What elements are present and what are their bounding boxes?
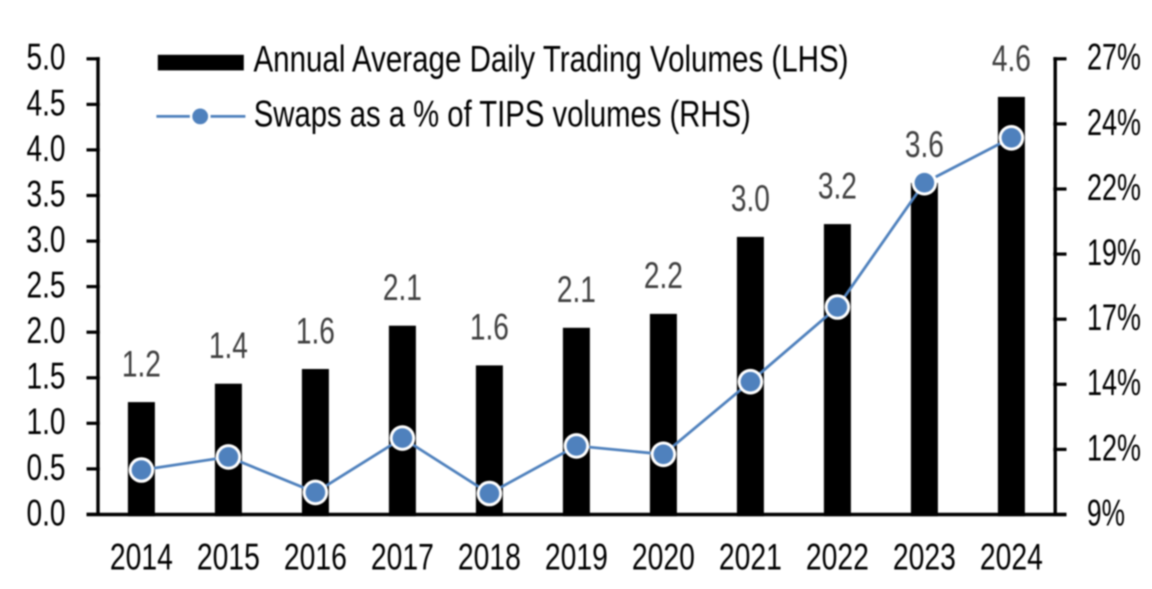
svg-text:2.2: 2.2 bbox=[644, 255, 683, 296]
svg-text:2.5: 2.5 bbox=[27, 265, 66, 306]
svg-text:3.0: 3.0 bbox=[731, 178, 770, 219]
svg-text:1.6: 1.6 bbox=[470, 307, 509, 348]
svg-text:0.0: 0.0 bbox=[27, 492, 66, 533]
svg-text:4.5: 4.5 bbox=[27, 82, 66, 123]
svg-text:2017: 2017 bbox=[371, 536, 434, 577]
svg-text:3.2: 3.2 bbox=[818, 165, 857, 206]
svg-text:2015: 2015 bbox=[197, 536, 260, 577]
svg-text:2023: 2023 bbox=[893, 536, 956, 577]
svg-text:2016: 2016 bbox=[284, 536, 347, 577]
svg-text:2.1: 2.1 bbox=[557, 269, 596, 310]
svg-text:22%: 22% bbox=[1087, 167, 1141, 208]
svg-text:1.5: 1.5 bbox=[27, 356, 66, 397]
svg-text:2024: 2024 bbox=[980, 536, 1043, 577]
svg-text:2020: 2020 bbox=[632, 536, 695, 577]
svg-text:1.0: 1.0 bbox=[27, 401, 66, 442]
svg-text:24%: 24% bbox=[1087, 102, 1141, 143]
svg-text:12%: 12% bbox=[1087, 427, 1141, 468]
svg-text:3.6: 3.6 bbox=[905, 124, 944, 165]
svg-text:4.6: 4.6 bbox=[992, 38, 1031, 79]
svg-text:2022: 2022 bbox=[806, 536, 869, 577]
svg-text:2019: 2019 bbox=[545, 536, 608, 577]
svg-text:17%: 17% bbox=[1087, 297, 1141, 338]
svg-text:14%: 14% bbox=[1087, 362, 1141, 403]
svg-text:2.0: 2.0 bbox=[27, 310, 66, 351]
svg-text:4.0: 4.0 bbox=[27, 128, 66, 169]
svg-text:27%: 27% bbox=[1087, 37, 1141, 78]
svg-text:5.0: 5.0 bbox=[27, 37, 66, 78]
svg-text:9%: 9% bbox=[1087, 492, 1125, 533]
svg-text:2021: 2021 bbox=[719, 536, 782, 577]
svg-text:1.2: 1.2 bbox=[122, 343, 161, 384]
svg-text:3.0: 3.0 bbox=[27, 219, 66, 260]
svg-text:Swaps as a % of TIPS volumes (: Swaps as a % of TIPS volumes (RHS) bbox=[254, 94, 751, 135]
svg-text:19%: 19% bbox=[1087, 232, 1141, 273]
svg-text:1.4: 1.4 bbox=[209, 325, 248, 366]
svg-text:2018: 2018 bbox=[458, 536, 521, 577]
svg-text:2014: 2014 bbox=[110, 536, 173, 577]
svg-text:3.5: 3.5 bbox=[27, 173, 66, 214]
svg-text:1.6: 1.6 bbox=[296, 310, 335, 351]
svg-text:Annual Average Daily Trading V: Annual Average Daily Trading Volumes (LH… bbox=[254, 38, 849, 79]
svg-text:0.5: 0.5 bbox=[27, 447, 66, 488]
svg-text:2.1: 2.1 bbox=[383, 267, 422, 308]
